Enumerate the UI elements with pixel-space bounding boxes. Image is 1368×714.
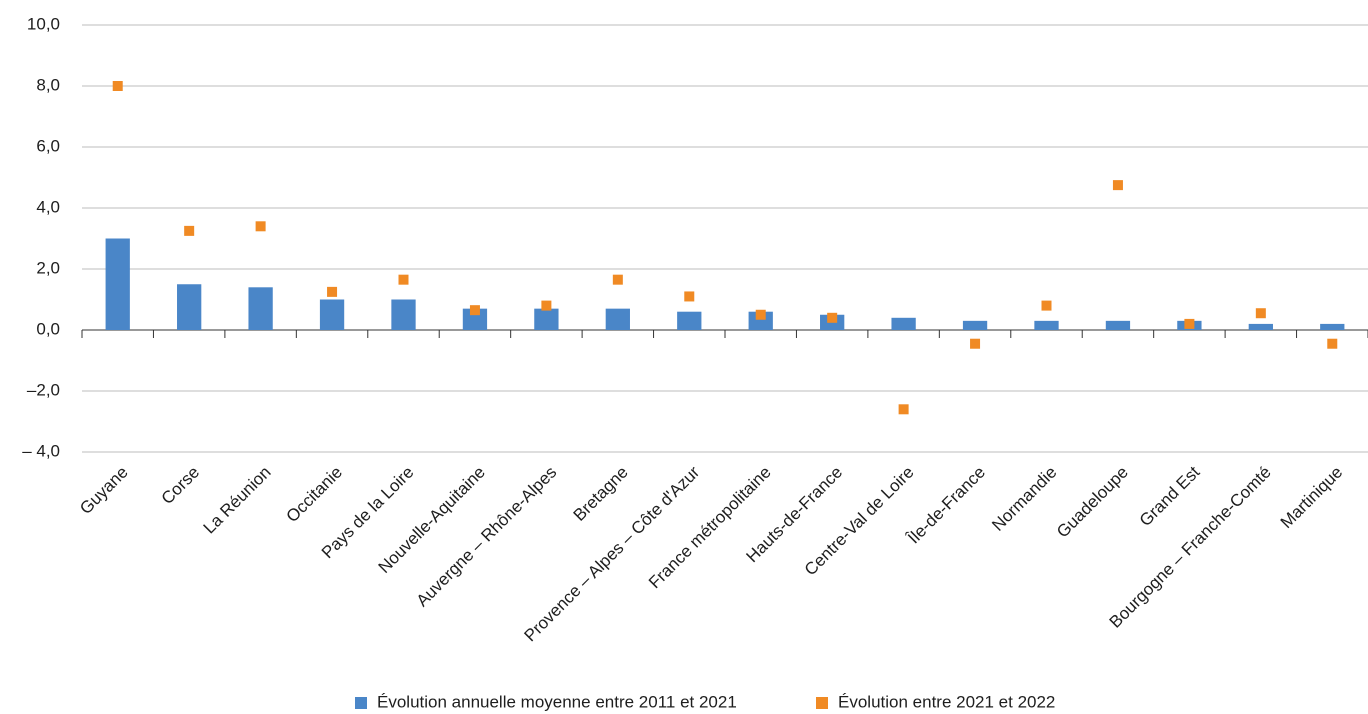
point	[898, 404, 909, 415]
bar	[177, 284, 202, 330]
bar	[319, 299, 345, 330]
x-tick-label: Guyane	[76, 463, 132, 519]
point	[612, 274, 623, 285]
x-tick-label: Occitanie	[283, 463, 347, 527]
point	[1255, 308, 1266, 319]
legend-item: Évolution entre 2021 et 2022	[816, 692, 1055, 711]
bar	[248, 287, 273, 330]
point	[255, 221, 266, 232]
point	[112, 81, 123, 91]
legend-label: Évolution annuelle moyenne entre 2011 et…	[377, 692, 737, 711]
point	[184, 225, 195, 236]
y-tick-label: 4,0	[36, 197, 60, 216]
point	[398, 274, 409, 285]
bar	[677, 311, 702, 330]
point	[541, 300, 552, 311]
point	[684, 291, 695, 302]
point	[1041, 300, 1052, 311]
x-tick-label: Normandie	[988, 463, 1060, 535]
legend-swatch	[816, 697, 828, 709]
point	[327, 286, 338, 297]
bar	[1034, 320, 1059, 330]
bar	[748, 311, 773, 330]
x-tick-label: Guadeloupe	[1053, 463, 1132, 542]
x-tick-label: La Réunion	[200, 463, 275, 538]
bar	[605, 308, 630, 330]
y-tick-label: – 4,0	[22, 441, 60, 460]
point	[1184, 318, 1195, 329]
x-tick-label: France métropolitaine	[645, 463, 775, 593]
point	[1112, 180, 1123, 191]
x-tick-label: Martinique	[1277, 463, 1347, 533]
point	[827, 312, 838, 323]
y-tick-label: 2,0	[36, 258, 60, 277]
bar	[962, 320, 988, 330]
bar	[1105, 320, 1131, 330]
bar	[534, 308, 559, 330]
bar	[1248, 323, 1273, 330]
legend-label: Évolution entre 2021 et 2022	[838, 692, 1055, 711]
y-tick-label: 0,0	[36, 319, 60, 338]
legend-item: Évolution annuelle moyenne entre 2011 et…	[355, 692, 737, 711]
y-tick-label: 10,0	[27, 14, 60, 33]
legend-swatch	[355, 697, 367, 709]
x-tick-label: Bretagne	[570, 463, 632, 525]
bar	[105, 238, 130, 330]
bar	[891, 317, 916, 330]
point	[755, 309, 766, 320]
y-tick-label: –2,0	[27, 380, 60, 399]
bar	[1320, 323, 1345, 330]
x-tick-label: Corse	[158, 463, 204, 509]
point	[1327, 338, 1338, 349]
bar	[462, 308, 488, 330]
x-tick-label: Auvergne – Rhône-Alpes	[413, 463, 561, 611]
x-tick-label: Grand Est	[1136, 462, 1204, 530]
y-tick-label: 6,0	[36, 136, 60, 155]
y-tick-label: 8,0	[36, 75, 60, 94]
point	[469, 305, 480, 316]
point	[970, 338, 981, 349]
bar	[391, 299, 416, 330]
